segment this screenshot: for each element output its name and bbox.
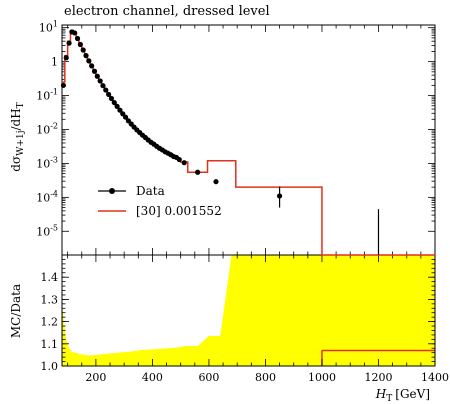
legend-mc-label: [30] 0.001552 bbox=[136, 204, 222, 218]
top-y-ticks: 101 1 10-1 10-2 10-3 10-4 10-5 bbox=[36, 20, 435, 238]
x-tick-label: 1400 bbox=[421, 371, 449, 384]
data-point bbox=[63, 55, 69, 61]
data-point bbox=[89, 63, 95, 69]
data-point bbox=[108, 95, 115, 102]
data-point bbox=[86, 58, 92, 64]
data-point bbox=[83, 53, 89, 59]
bottom-y-label: MC/Data bbox=[9, 284, 23, 338]
data-point bbox=[181, 160, 187, 166]
x-tick-label: 400 bbox=[142, 371, 163, 384]
legend-data-label: Data bbox=[136, 184, 165, 198]
data-points bbox=[60, 29, 380, 255]
data-point bbox=[97, 78, 103, 84]
data-point bbox=[100, 83, 106, 89]
data-point bbox=[276, 193, 283, 199]
data-point bbox=[111, 99, 117, 106]
band-area bbox=[62, 255, 435, 366]
data-point bbox=[91, 68, 98, 74]
bottom-y-tick-label: 1.4 bbox=[41, 271, 59, 284]
bottom-y-tick-label: 1.2 bbox=[41, 316, 59, 329]
data-point bbox=[66, 40, 72, 46]
bottom-panel: MC/Data 1.0 1.1 1.2 1.3 1.4 bbox=[9, 254, 436, 373]
x-tick-label: 1200 bbox=[364, 371, 392, 384]
data-point bbox=[213, 179, 219, 185]
data-point bbox=[195, 169, 201, 175]
top-y-tick-label: 10-5 bbox=[36, 223, 58, 238]
legend-data-marker bbox=[98, 188, 126, 194]
bottom-panel-frame bbox=[61, 254, 436, 367]
top-y-tick-label: 10-1 bbox=[36, 88, 58, 103]
data-point bbox=[114, 103, 120, 109]
bottom-y-ticks: 1.0 1.1 1.2 1.3 1.4 bbox=[41, 259, 435, 373]
data-point bbox=[122, 114, 129, 120]
data-point bbox=[120, 111, 126, 117]
bottom-y-tick-label: 1.0 bbox=[41, 360, 59, 373]
bottom-y-tick-label: 1.3 bbox=[41, 293, 59, 306]
top-y-tick-label: 10-2 bbox=[36, 121, 58, 136]
data-point bbox=[103, 87, 109, 93]
data-point bbox=[80, 47, 86, 53]
x-tick-label: 600 bbox=[198, 371, 219, 384]
data-point bbox=[106, 91, 112, 98]
x-tick-label: 200 bbox=[85, 371, 106, 384]
data-point bbox=[60, 82, 67, 88]
top-y-tick-label: 10-4 bbox=[36, 189, 58, 204]
top-panel: dσW+1j/dHT 101 1 10-1 10-2 10-3 10-4 10-5 bbox=[9, 20, 436, 256]
data-point bbox=[77, 41, 83, 48]
data-point bbox=[74, 35, 81, 42]
top-y-tick-label: 10-3 bbox=[36, 155, 58, 170]
x-axis-label: HT [GeV] bbox=[375, 387, 430, 404]
legend: Data [30] 0.001552 bbox=[98, 184, 222, 218]
data-point bbox=[72, 30, 78, 36]
bottom-y-tick-label: 1.1 bbox=[41, 338, 59, 351]
top-y-tick-label: 1 bbox=[51, 56, 58, 69]
x-tick-label: 800 bbox=[255, 371, 276, 384]
uncertainty-band bbox=[62, 255, 435, 366]
chart-title: electron channel, dressed level bbox=[64, 4, 270, 19]
data-point bbox=[176, 156, 182, 163]
data-point bbox=[117, 107, 123, 113]
data-point bbox=[94, 73, 100, 79]
x-tick-label: 1000 bbox=[308, 371, 336, 384]
top-y-tick-label: 101 bbox=[39, 20, 58, 35]
top-y-label: dσW+1j/dHT bbox=[9, 102, 26, 171]
